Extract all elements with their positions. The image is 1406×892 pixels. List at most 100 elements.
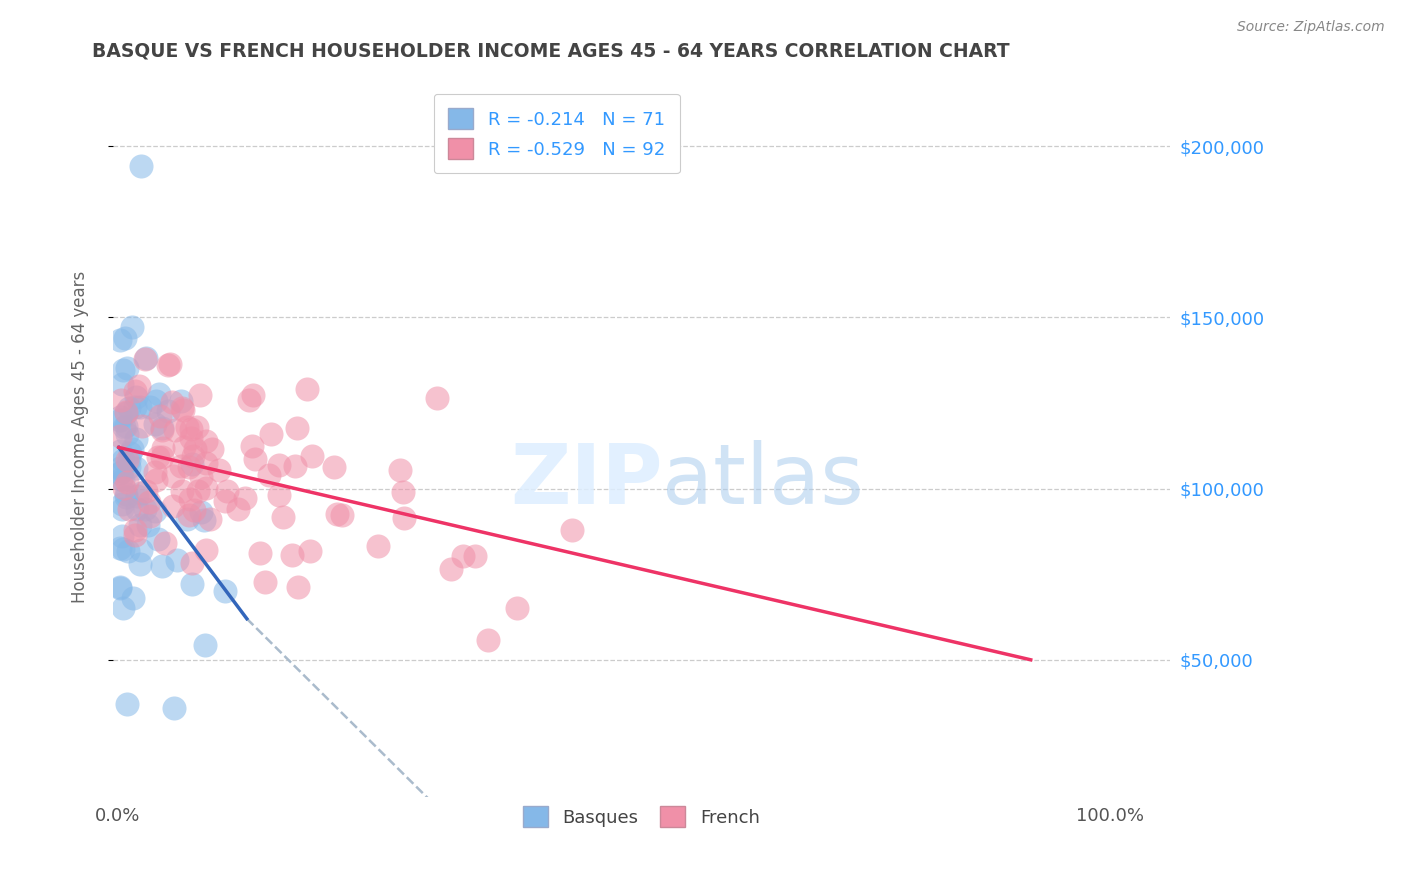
Point	[195, 434, 218, 449]
Point	[249, 547, 271, 561]
Point	[135, 483, 157, 498]
Point	[163, 424, 186, 438]
Point	[180, 422, 202, 436]
Point	[451, 549, 474, 563]
Point	[150, 450, 173, 464]
Point	[260, 426, 283, 441]
Point	[145, 393, 167, 408]
Point	[201, 442, 224, 456]
Point	[172, 402, 194, 417]
Point	[190, 505, 212, 519]
Point	[127, 489, 149, 503]
Point	[108, 429, 131, 443]
Point	[153, 536, 176, 550]
Point	[160, 395, 183, 409]
Point	[188, 388, 211, 402]
Point	[115, 361, 138, 376]
Point	[115, 406, 138, 420]
Point	[240, 439, 263, 453]
Point	[131, 419, 153, 434]
Point	[180, 431, 202, 445]
Point	[392, 485, 415, 500]
Point	[285, 421, 308, 435]
Point	[162, 500, 184, 514]
Point	[190, 470, 212, 484]
Point	[217, 484, 239, 499]
Point	[115, 475, 138, 489]
Point	[110, 472, 132, 486]
Point	[477, 633, 499, 648]
Point	[110, 529, 132, 543]
Point	[117, 453, 139, 467]
Text: atlas: atlas	[662, 440, 865, 521]
Point	[124, 523, 146, 537]
Point	[111, 502, 134, 516]
Text: BASQUE VS FRENCH HOUSEHOLDER INCOME AGES 45 - 64 YEARS CORRELATION CHART: BASQUE VS FRENCH HOUSEHOLDER INCOME AGES…	[91, 42, 1010, 61]
Point	[143, 504, 166, 518]
Legend: Basques, French: Basques, French	[516, 799, 766, 835]
Point	[124, 528, 146, 542]
Point	[139, 400, 162, 414]
Point	[129, 159, 152, 173]
Point	[115, 419, 138, 434]
Point	[271, 510, 294, 524]
Point	[367, 539, 389, 553]
Point	[208, 462, 231, 476]
Point	[163, 701, 186, 715]
Point	[425, 391, 447, 405]
Point	[176, 420, 198, 434]
Point	[170, 401, 193, 416]
Point	[170, 393, 193, 408]
Point	[170, 459, 193, 474]
Point	[129, 518, 152, 533]
Point	[180, 556, 202, 570]
Point	[281, 549, 304, 563]
Point	[149, 409, 172, 423]
Point	[156, 404, 179, 418]
Point	[194, 542, 217, 557]
Point	[112, 601, 135, 615]
Point	[115, 487, 138, 501]
Point	[253, 574, 276, 589]
Point	[127, 502, 149, 516]
Point	[214, 494, 236, 508]
Point	[186, 420, 208, 434]
Point	[181, 457, 204, 471]
Point	[193, 513, 215, 527]
Point	[108, 410, 131, 425]
Point	[143, 466, 166, 480]
Point	[110, 393, 132, 408]
Point	[114, 490, 136, 504]
Point	[179, 492, 201, 507]
Point	[112, 363, 135, 377]
Point	[187, 483, 209, 498]
Point	[115, 405, 138, 419]
Point	[129, 486, 152, 500]
Point	[238, 392, 260, 407]
Point	[112, 419, 135, 434]
Point	[118, 446, 141, 460]
Point	[181, 449, 204, 463]
Point	[108, 333, 131, 347]
Point	[111, 473, 134, 487]
Point	[145, 473, 167, 487]
Point	[146, 532, 169, 546]
Text: Source: ZipAtlas.com: Source: ZipAtlas.com	[1237, 20, 1385, 34]
Point	[170, 483, 193, 498]
Point	[111, 464, 134, 478]
Point	[129, 557, 152, 571]
Point	[134, 352, 156, 367]
Point	[184, 442, 207, 456]
Point	[129, 400, 152, 414]
Point	[388, 463, 411, 477]
Point	[298, 543, 321, 558]
Point	[122, 591, 145, 605]
Point	[125, 390, 148, 404]
Point	[392, 511, 415, 525]
Point	[114, 331, 136, 345]
Point	[162, 469, 184, 483]
Point	[129, 543, 152, 558]
Point	[148, 450, 170, 465]
Point	[124, 384, 146, 399]
Point	[183, 503, 205, 517]
